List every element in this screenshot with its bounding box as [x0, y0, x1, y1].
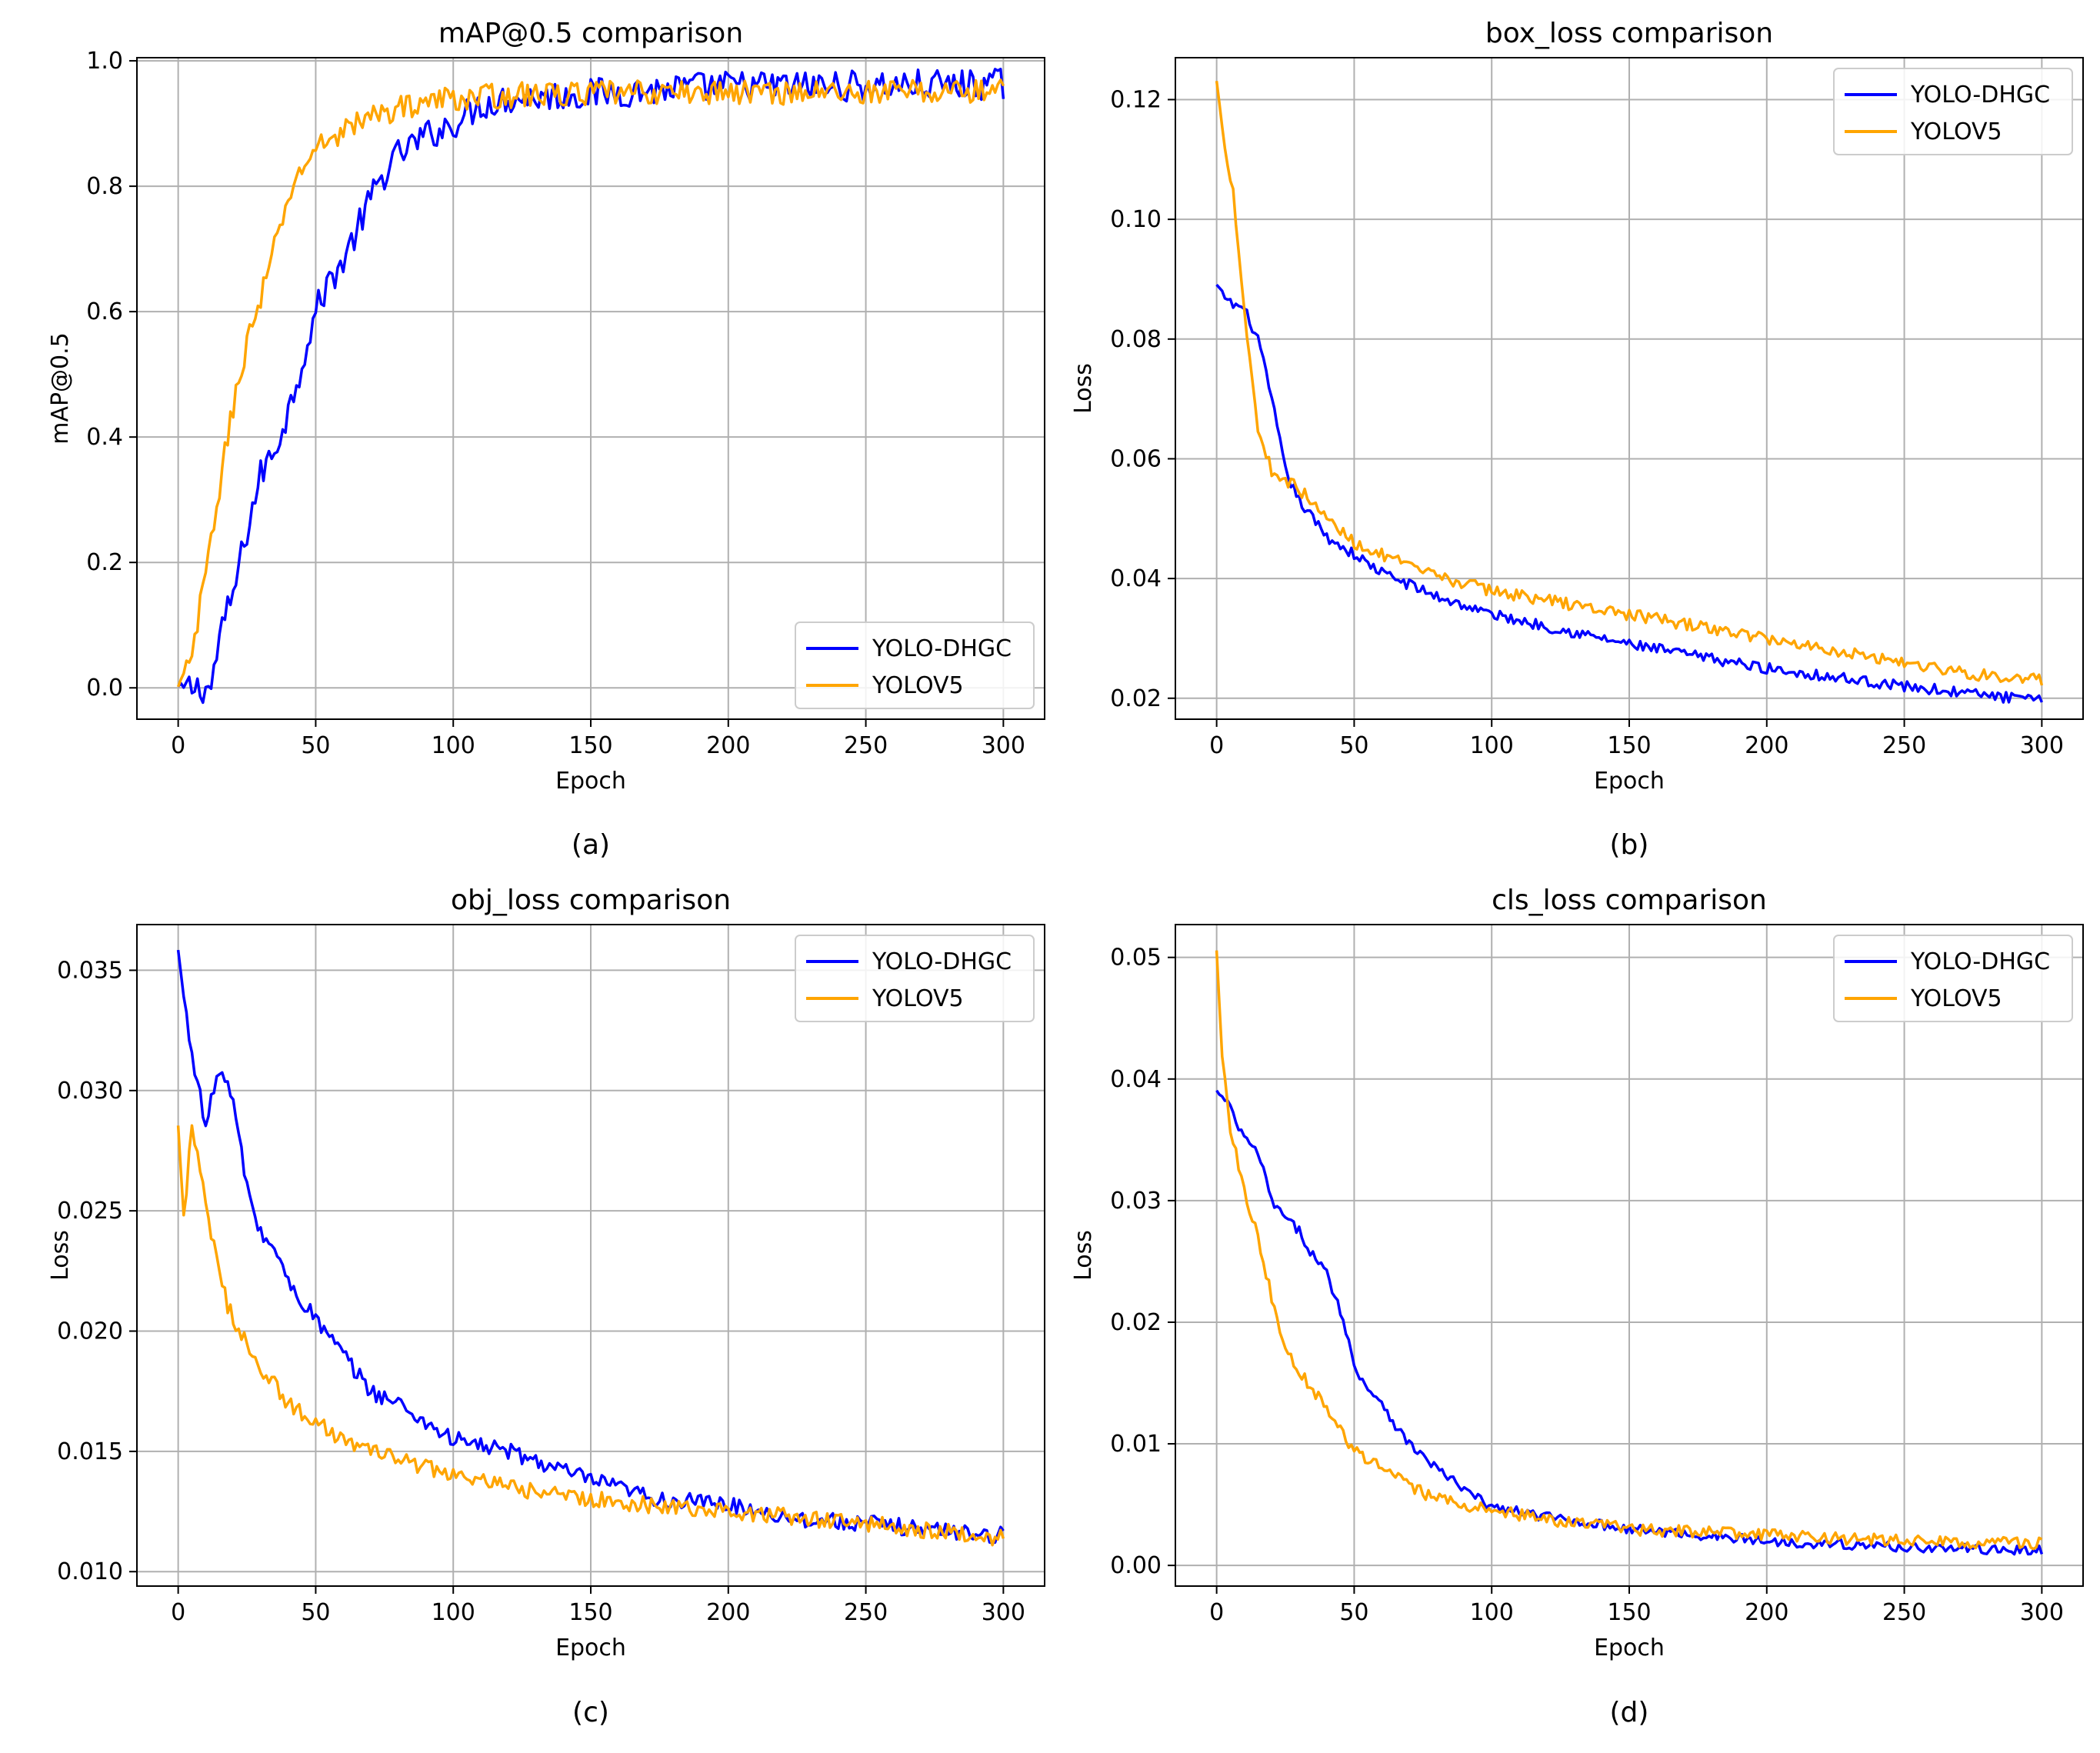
- y-tick-label: 0.01: [1110, 1431, 1162, 1458]
- y-tick-label: 0.08: [1110, 326, 1162, 353]
- y-axis-label: mAP@0.5: [47, 332, 74, 445]
- x-tick-label: 150: [568, 732, 612, 759]
- legend: YOLO-DHGC YOLOV5: [1833, 68, 2073, 155]
- y-axis-label: Loss: [47, 1230, 74, 1281]
- legend-label: YOLOV5: [872, 985, 964, 1012]
- x-tick-label: 300: [982, 732, 1025, 759]
- chart-panel-c: 0 50 100 150 200 250 300 0.010 0.015 0.020 0.025 0.…: [47, 885, 1045, 1728]
- y-tick-label: 0.4: [86, 424, 123, 451]
- x-axis-label: Epoch: [555, 768, 626, 795]
- y-tick-label: 0.05: [1110, 945, 1162, 971]
- panel-caption: (a): [572, 829, 610, 861]
- y-tick-label: 1.0: [86, 48, 123, 75]
- x-tick-label: 200: [706, 732, 750, 759]
- x-tick-label: 250: [1882, 1599, 1926, 1626]
- x-tick-label: 100: [1470, 732, 1514, 759]
- y-tick-label: 0.04: [1110, 1066, 1162, 1093]
- x-tick-label: 250: [1882, 732, 1926, 759]
- x-tick-label: 200: [1745, 1599, 1788, 1626]
- x-axis-label: Epoch: [1594, 1635, 1665, 1661]
- legend: YOLO-DHGC YOLOV5: [795, 622, 1035, 709]
- x-tick-label: 300: [2020, 1599, 2064, 1626]
- x-tick-label: 200: [1745, 732, 1788, 759]
- chart-panel-a: 0 50 100 150 200 250 300 0.0 0.2 0.4 0.6 0.8 1.0 mAP@…: [47, 18, 1045, 861]
- legend-label: YOLOV5: [1910, 118, 2002, 145]
- series-line-yolo-dhgc: [1215, 283, 2044, 704]
- x-tick-label: 300: [982, 1599, 1025, 1626]
- chart-panel-d: 0 50 100 150 200 250 300 0.00 0.01 0.02 0.03 0.04 0.…: [1070, 885, 2084, 1728]
- x-tick-label: 150: [1607, 732, 1651, 759]
- y-tick-label: 0.020: [57, 1318, 123, 1345]
- x-tick-label: 0: [1209, 732, 1224, 759]
- x-tick-label: 50: [1339, 1599, 1368, 1626]
- x-tick-label: 100: [432, 1599, 475, 1626]
- y-tick-label: 0.030: [57, 1078, 123, 1105]
- panel-caption: (c): [572, 1697, 609, 1728]
- series-line-yolov5: [1215, 81, 2044, 686]
- chart-title: cls_loss comparison: [1492, 885, 1767, 916]
- x-tick-label: 50: [301, 732, 330, 759]
- x-tick-label: 50: [1339, 732, 1368, 759]
- x-tick-label: 250: [844, 1599, 888, 1626]
- x-tick-label: 300: [2020, 732, 2064, 759]
- y-tick-label: 0.06: [1110, 445, 1162, 472]
- y-tick-label: 0.035: [57, 957, 123, 984]
- series-line-yolov5: [176, 1124, 1005, 1547]
- y-axis-label: Loss: [1070, 363, 1097, 414]
- legend-label: YOLOV5: [872, 672, 964, 699]
- y-tick-label: 0.04: [1110, 565, 1162, 592]
- chart-panel-b: 0 50 100 150 200 250 300 0.02 0.04 0.06 0.08 0.10 0.…: [1070, 18, 2084, 861]
- chart-title: box_loss comparison: [1485, 18, 1773, 49]
- series-line-yolov5: [1215, 950, 2043, 1551]
- x-tick-label: 250: [844, 732, 888, 759]
- y-tick-label: 0.015: [57, 1438, 123, 1465]
- y-tick-label: 0.02: [1110, 685, 1162, 712]
- y-tick-label: 0.025: [57, 1198, 123, 1225]
- legend: YOLO-DHGC YOLOV5: [795, 935, 1035, 1022]
- x-tick-label: 100: [1470, 1599, 1514, 1626]
- legend-label: YOLOV5: [1910, 985, 2002, 1012]
- x-axis-label: Epoch: [1594, 768, 1665, 795]
- x-axis-label: Epoch: [555, 1635, 626, 1661]
- legend-label: YOLO-DHGC: [1910, 82, 2050, 108]
- series-line-yolov5: [176, 78, 1005, 688]
- x-tick-label: 0: [171, 1599, 185, 1626]
- y-tick-label: 0.12: [1110, 86, 1162, 113]
- y-tick-label: 0.0: [86, 675, 123, 702]
- legend-label: YOLO-DHGC: [1910, 948, 2050, 975]
- y-tick-label: 0.03: [1110, 1188, 1162, 1215]
- legend: YOLO-DHGC YOLOV5: [1833, 935, 2073, 1022]
- y-tick-label: 0.10: [1110, 206, 1162, 233]
- x-tick-label: 150: [1607, 1599, 1651, 1626]
- y-tick-label: 0.2: [86, 549, 123, 576]
- y-tick-label: 0.00: [1110, 1552, 1162, 1579]
- legend-label: YOLO-DHGC: [872, 635, 1012, 662]
- y-tick-label: 0.010: [57, 1558, 123, 1585]
- x-tick-label: 50: [301, 1599, 330, 1626]
- y-axis-label: Loss: [1070, 1230, 1097, 1281]
- panel-caption: (b): [1610, 829, 1649, 861]
- legend-label: YOLO-DHGC: [872, 948, 1012, 975]
- y-tick-label: 0.02: [1110, 1309, 1162, 1336]
- x-tick-label: 0: [1209, 1599, 1224, 1626]
- x-tick-label: 0: [171, 732, 185, 759]
- panel-caption: (d): [1610, 1697, 1649, 1728]
- y-tick-label: 0.8: [86, 173, 123, 200]
- y-tick-label: 0.6: [86, 298, 123, 325]
- x-tick-label: 150: [568, 1599, 612, 1626]
- x-tick-label: 100: [432, 732, 475, 759]
- chart-title: obj_loss comparison: [451, 885, 731, 916]
- chart-title: mAP@0.5 comparison: [438, 18, 743, 49]
- x-tick-label: 200: [706, 1599, 750, 1626]
